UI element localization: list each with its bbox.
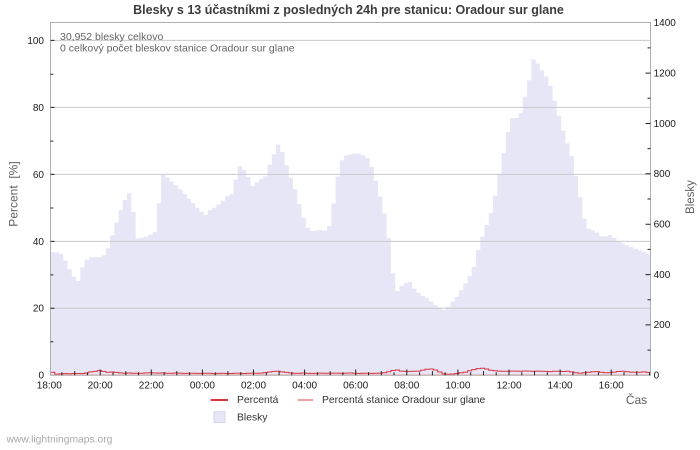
svg-text:Percent [%]: Percent [%] <box>7 161 21 226</box>
svg-text:1200: 1200 <box>654 68 677 79</box>
svg-text:Percentá: Percentá <box>237 395 279 406</box>
svg-text:Percentá stanice Oradour sur g: Percentá stanice Oradour sur glane <box>322 395 486 406</box>
svg-text:0: 0 <box>38 371 44 382</box>
svg-text:Blesky: Blesky <box>237 413 268 424</box>
svg-text:1400: 1400 <box>654 18 677 29</box>
svg-text:200: 200 <box>654 320 671 331</box>
svg-text:Blesky s 13 účastníkmi z posle: Blesky s 13 účastníkmi z posledných 24h … <box>133 3 564 17</box>
svg-text:1000: 1000 <box>654 119 677 130</box>
svg-text:00:00: 00:00 <box>190 380 215 391</box>
svg-text:08:00: 08:00 <box>394 380 419 391</box>
svg-text:20: 20 <box>33 304 45 315</box>
svg-text:800: 800 <box>654 169 671 180</box>
svg-text:www.lightningmaps.org: www.lightningmaps.org <box>6 434 113 445</box>
svg-text:40: 40 <box>33 237 45 248</box>
svg-text:600: 600 <box>654 220 671 231</box>
svg-text:20:00: 20:00 <box>88 380 113 391</box>
svg-text:14:00: 14:00 <box>548 380 573 391</box>
svg-text:100: 100 <box>27 36 44 47</box>
svg-text:80: 80 <box>33 103 45 114</box>
svg-text:Blesky: Blesky <box>685 180 697 214</box>
svg-text:12:00: 12:00 <box>496 380 521 391</box>
svg-text:16:00: 16:00 <box>599 380 624 391</box>
svg-text:04:00: 04:00 <box>292 380 317 391</box>
svg-text:18:00: 18:00 <box>37 380 62 391</box>
svg-text:10:00: 10:00 <box>445 380 470 391</box>
svg-text:06:00: 06:00 <box>343 380 368 391</box>
svg-text:Čas: Čas <box>626 392 647 407</box>
svg-text:60: 60 <box>33 170 45 181</box>
svg-text:22:00: 22:00 <box>139 380 164 391</box>
svg-text:0: 0 <box>654 371 660 382</box>
svg-text:0 celkový počet bleskov stanic: 0 celkový počet bleskov stanice Oradour … <box>60 43 295 55</box>
svg-text:30,952 blesky celkovo: 30,952 blesky celkovo <box>60 31 163 43</box>
svg-text:400: 400 <box>654 270 671 281</box>
svg-text:02:00: 02:00 <box>241 380 266 391</box>
